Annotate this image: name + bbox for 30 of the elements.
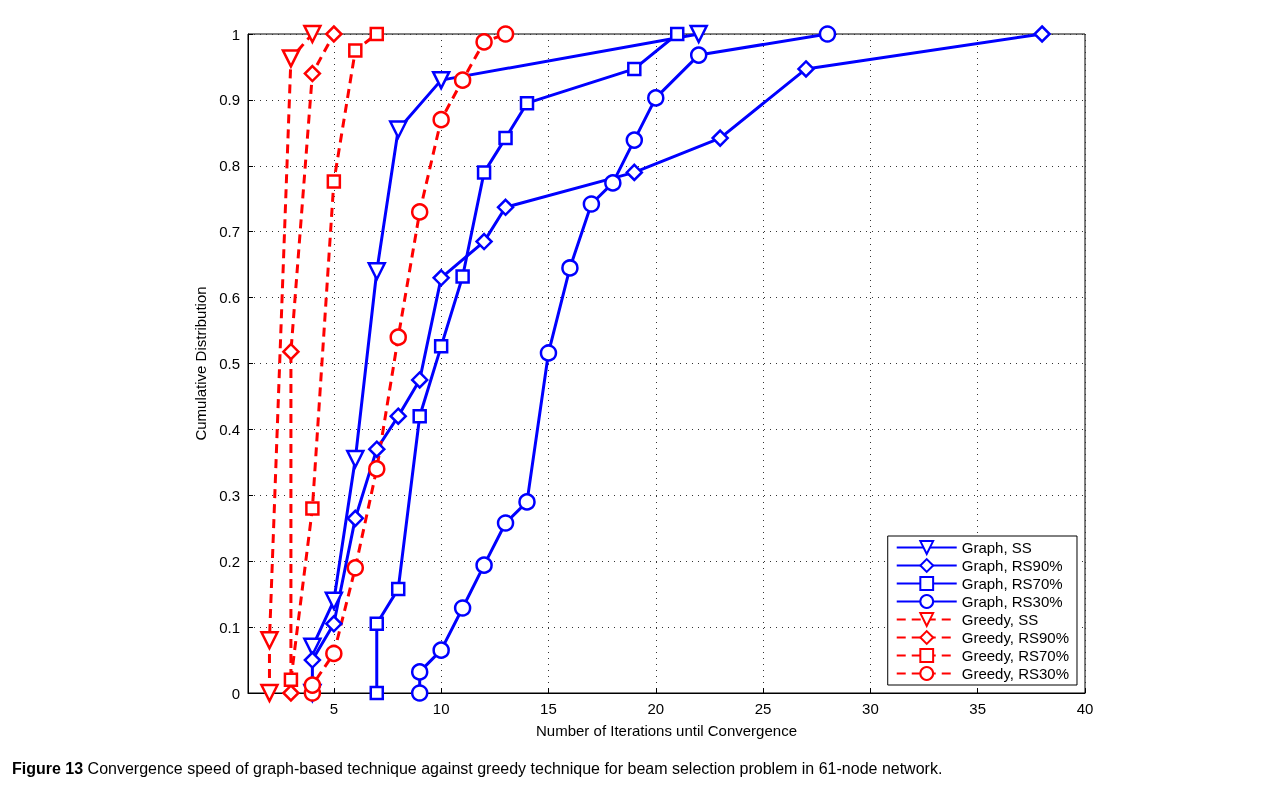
- y-tick-label: 0.4: [219, 420, 240, 438]
- x-tick-label: 15: [540, 700, 557, 717]
- legend-label: Greedy, RS30%: [961, 665, 1070, 682]
- legend-label: Greedy, RS90%: [961, 629, 1070, 646]
- legend-label: Greedy, RS70%: [961, 647, 1070, 664]
- x-tick-label: 30: [862, 700, 879, 717]
- y-tick-label: 0.2: [219, 552, 240, 570]
- caption: Figure 13 Convergence speed of graph-based technique against greedy technique for beam selection problem in 61-node network.: [12, 759, 943, 777]
- y-tick-label: 0.7: [219, 223, 240, 241]
- legend-label: Graph, RS70%: [961, 575, 1063, 592]
- x-tick-label: 40: [1076, 700, 1094, 717]
- y-tick-label: 0.5: [219, 355, 240, 372]
- legend-label: Greedy, SS: [961, 611, 1039, 628]
- x-tick-label: 25: [754, 700, 772, 717]
- legend-label: Graph, SS: [961, 539, 1032, 556]
- legend-label: Graph, RS30%: [961, 593, 1063, 610]
- legend-label: Graph, RS90%: [961, 557, 1063, 574]
- x-tick-label: 5: [329, 700, 339, 717]
- y-tick-label: 0.6: [219, 289, 240, 307]
- x-tick-label: 20: [647, 700, 665, 717]
- y-axis-title: Cumulative Distribution: [192, 286, 209, 441]
- y-tick-label: 0.3: [219, 486, 240, 504]
- x-tick-label: 10: [432, 700, 450, 717]
- y-tick-label: 0.1: [219, 618, 240, 636]
- y-tick-label: 0.9: [219, 91, 240, 109]
- y-tick-label: 0: [231, 684, 240, 702]
- x-axis-title: Number of Iterations until Convergence: [536, 722, 797, 739]
- y-tick-label: 1: [231, 25, 240, 43]
- x-tick-label: 35: [969, 700, 987, 717]
- y-tick-label: 0.8: [219, 157, 240, 175]
